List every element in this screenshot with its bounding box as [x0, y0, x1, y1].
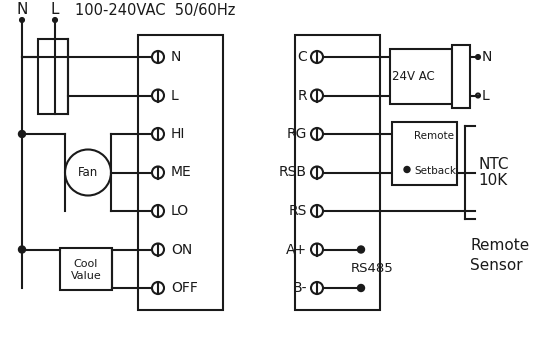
Bar [38, 39, 68, 114]
Circle shape [19, 246, 25, 253]
Text: RG: RG [287, 127, 307, 141]
Text: B-: B- [293, 281, 307, 295]
Text: ON: ON [171, 242, 192, 256]
Text: Remote: Remote [470, 238, 529, 254]
Circle shape [152, 89, 164, 102]
Text: L: L [171, 88, 179, 102]
Circle shape [311, 243, 323, 255]
Circle shape [152, 128, 164, 140]
Text: 24V AC: 24V AC [392, 70, 434, 83]
Text: RS485: RS485 [351, 262, 394, 275]
Text: Fan: Fan [78, 166, 98, 179]
Circle shape [152, 282, 164, 294]
Circle shape [311, 167, 323, 178]
Circle shape [152, 205, 164, 217]
Circle shape [152, 51, 164, 63]
Circle shape [311, 128, 323, 140]
Circle shape [358, 285, 365, 291]
Text: L: L [482, 88, 490, 102]
Circle shape [311, 282, 323, 294]
Text: Value: Value [70, 271, 101, 281]
Text: N: N [16, 2, 28, 17]
Text: 100-240VAC  50/60Hz: 100-240VAC 50/60Hz [75, 2, 235, 17]
Bar [390, 49, 452, 103]
Text: 10K: 10K [478, 173, 507, 188]
Circle shape [19, 131, 25, 137]
Text: Sensor: Sensor [470, 258, 522, 273]
Text: RS: RS [289, 204, 307, 218]
Text: A+: A+ [286, 242, 307, 256]
Text: C: C [297, 50, 307, 64]
Bar [392, 122, 457, 185]
Circle shape [311, 89, 323, 102]
Circle shape [311, 205, 323, 217]
Text: N: N [482, 50, 492, 64]
Text: LO: LO [171, 204, 189, 218]
Circle shape [311, 51, 323, 63]
Text: NTC: NTC [478, 157, 509, 172]
Text: Remote: Remote [414, 131, 454, 141]
Text: N: N [171, 50, 182, 64]
Bar [295, 35, 380, 310]
Text: ME: ME [171, 166, 192, 180]
Circle shape [152, 243, 164, 255]
Text: L: L [51, 2, 59, 17]
Text: RSB: RSB [279, 166, 307, 180]
Text: OFF: OFF [171, 281, 198, 295]
Bar [138, 35, 223, 310]
Text: HI: HI [171, 127, 185, 141]
Text: Setback: Setback [414, 166, 456, 175]
Circle shape [152, 167, 164, 178]
Bar [60, 248, 112, 290]
Text: Cool: Cool [74, 259, 98, 269]
Bar [452, 45, 470, 107]
Text: R: R [298, 88, 307, 102]
Circle shape [358, 246, 365, 253]
Circle shape [404, 167, 410, 172]
